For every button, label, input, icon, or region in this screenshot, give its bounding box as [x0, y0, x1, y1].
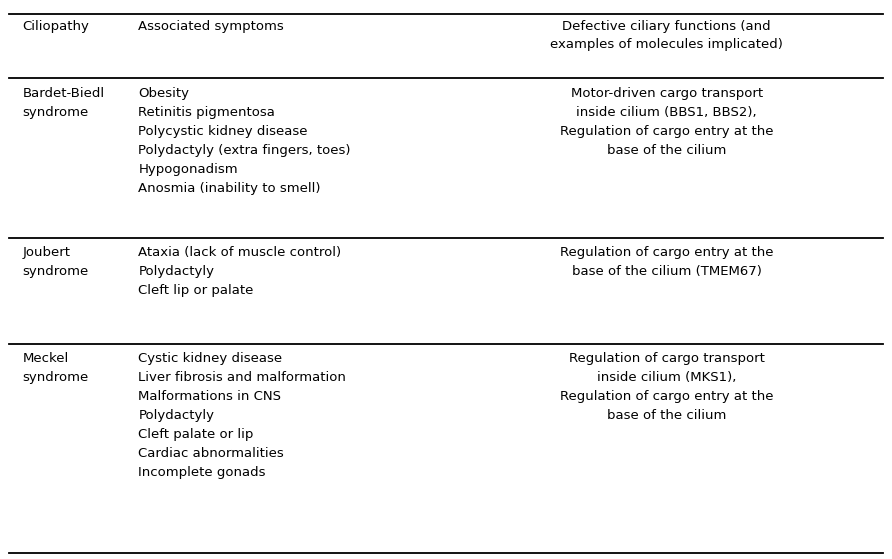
Text: Meckel
syndrome: Meckel syndrome	[22, 352, 88, 384]
Text: Cystic kidney disease
Liver fibrosis and malformation
Malformations in CNS
Polyd: Cystic kidney disease Liver fibrosis and…	[138, 352, 346, 479]
Text: Ataxia (lack of muscle control)
Polydactyly
Cleft lip or palate: Ataxia (lack of muscle control) Polydact…	[138, 246, 342, 297]
Text: Regulation of cargo entry at the
base of the cilium (TMEM67): Regulation of cargo entry at the base of…	[560, 246, 773, 278]
Text: Obesity
Retinitis pigmentosa
Polycystic kidney disease
Polydactyly (extra finger: Obesity Retinitis pigmentosa Polycystic …	[138, 87, 351, 195]
Text: Regulation of cargo transport
inside cilium (MKS1),
Regulation of cargo entry at: Regulation of cargo transport inside cil…	[560, 352, 773, 422]
Text: Joubert
syndrome: Joubert syndrome	[22, 246, 88, 278]
Text: Bardet-Biedl
syndrome: Bardet-Biedl syndrome	[22, 87, 104, 119]
Text: Associated symptoms: Associated symptoms	[138, 20, 284, 32]
Text: Defective ciliary functions (and
examples of molecules implicated): Defective ciliary functions (and example…	[550, 20, 783, 50]
Text: Ciliopathy: Ciliopathy	[22, 20, 89, 32]
Text: Motor-driven cargo transport
inside cilium (BBS1, BBS2),
Regulation of cargo ent: Motor-driven cargo transport inside cili…	[560, 87, 773, 157]
